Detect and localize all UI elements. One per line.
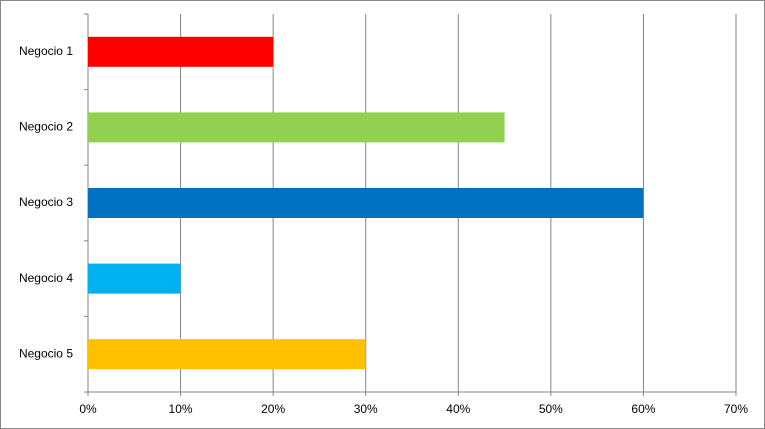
x-tick-label: 30%	[354, 402, 378, 416]
y-tick-label: Negocio 5	[19, 346, 73, 360]
bar	[88, 36, 274, 67]
bar	[88, 188, 644, 218]
y-tick-label: Negocio 4	[19, 271, 73, 285]
x-tick-label: 20%	[261, 402, 285, 416]
x-tick-label: 50%	[539, 402, 563, 416]
bar	[88, 263, 181, 294]
x-tick-label: 40%	[446, 402, 470, 416]
y-tick-label: Negocio 1	[19, 44, 73, 58]
y-tick-label: Negocio 3	[19, 195, 73, 209]
x-tick-label: 0%	[79, 402, 97, 416]
x-tick-label: 10%	[169, 402, 193, 416]
bar	[88, 112, 505, 143]
bar	[88, 339, 366, 370]
x-tick-label: 60%	[631, 402, 655, 416]
y-tick-label: Negocio 2	[19, 120, 73, 134]
x-tick-label: 70%	[724, 402, 748, 416]
